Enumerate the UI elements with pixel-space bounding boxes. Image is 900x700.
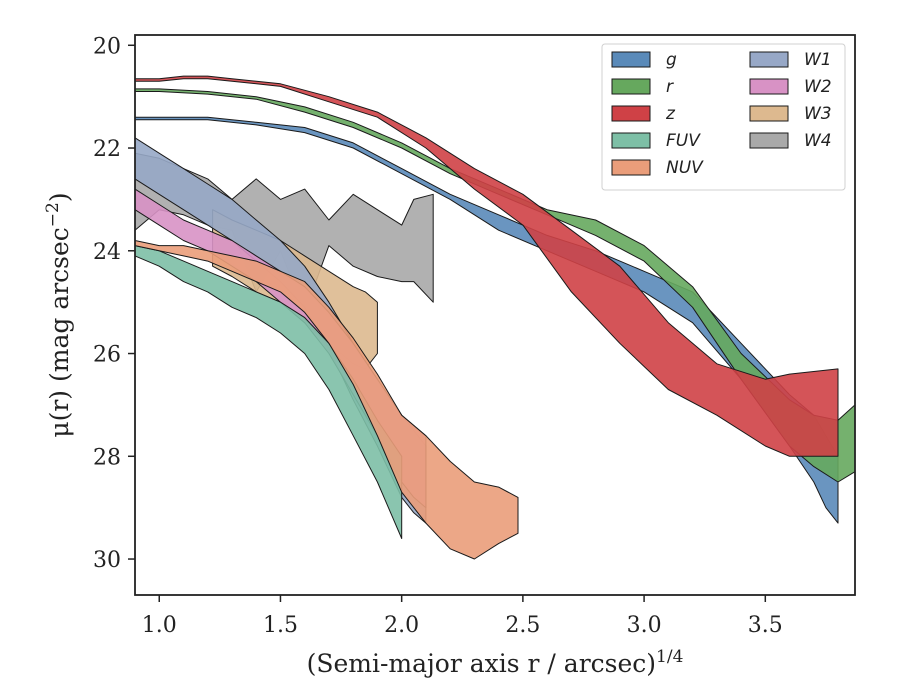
legend-swatch (611, 78, 651, 95)
y-tick-label: 26 (93, 343, 121, 368)
y-axis: 20 22 24 26 28 30 (93, 34, 135, 573)
legend-item-w1: W1 (749, 50, 832, 70)
band-g (134, 116, 839, 524)
legend-item-nuv: NUV (611, 158, 704, 178)
y-tick-label: 22 (93, 137, 121, 162)
y-axis-label-superscript: −2 (43, 202, 63, 227)
legend-label: z (665, 104, 676, 124)
legend-swatch (749, 132, 789, 149)
y-axis-label-close: ) (45, 192, 74, 202)
legend-swatch (611, 105, 651, 122)
x-tick-label: 1.5 (263, 613, 298, 638)
y-tick-label: 30 (93, 548, 121, 573)
x-tick-label: 3.0 (627, 613, 662, 638)
x-tick-label: 3.5 (748, 613, 783, 638)
legend-item-z: z (611, 104, 676, 124)
plot-frame (134, 34, 856, 596)
x-axis-label-superscript: 1/4 (656, 647, 683, 667)
y-tick-label: 20 (93, 34, 121, 59)
legend-item-w4: W4 (749, 131, 832, 151)
legend-swatch (611, 132, 651, 149)
legend-swatch (749, 78, 789, 95)
y-axis-label-text: μ(r) (mag arcsec (45, 227, 74, 437)
x-tick-label: 2.5 (505, 613, 540, 638)
legend-label: r (666, 77, 674, 97)
legend-label: W3 (804, 104, 832, 124)
x-tick-label: 1.0 (142, 613, 177, 638)
x-axis-label: (Semi-major axis r / arcsec)1/4 (307, 647, 684, 678)
y-tick-label: 24 (93, 240, 121, 265)
legend-label: W2 (804, 77, 832, 97)
x-tick-label: 2.0 (384, 613, 419, 638)
legend-item-w3: W3 (749, 104, 832, 124)
legend-swatch (611, 159, 651, 176)
legend-label: FUV (666, 131, 701, 151)
legend: grz FUV NUV W1 W2 W3 W4 (601, 43, 846, 191)
legend-item-w2: W2 (749, 77, 832, 97)
legend-label: NUV (666, 158, 704, 178)
legend-swatch (611, 51, 651, 68)
x-axis: 1.0 1.5 2.0 2.5 3.0 3.5 (142, 595, 783, 638)
y-axis-label: μ(r) (mag arcsec−2) (43, 192, 74, 437)
band-nuv (134, 240, 519, 560)
y-tick-label: 28 (93, 445, 121, 470)
legend-label: W1 (804, 50, 832, 70)
legend-swatch (749, 105, 789, 122)
legend-item-fuv: FUV (611, 131, 701, 151)
legend-label: g (666, 50, 677, 70)
legend-swatch (749, 51, 789, 68)
x-axis-label-text: (Semi-major axis r / arcsec) (307, 649, 656, 678)
legend-items: grz FUV NUV W1 W2 W3 W4 (611, 50, 832, 178)
legend-item-r: r (611, 77, 674, 97)
profile-bands (134, 75, 856, 560)
legend-label: W4 (804, 131, 832, 151)
band-fuv (134, 245, 403, 539)
legend-item-g: g (611, 50, 677, 70)
band-z (134, 75, 839, 457)
